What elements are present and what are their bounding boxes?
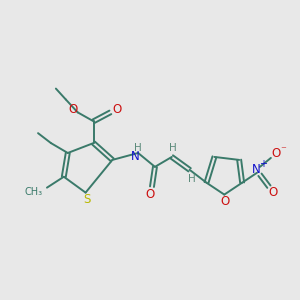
Text: N: N	[131, 150, 140, 164]
Text: N: N	[252, 163, 260, 176]
Text: H: H	[188, 174, 196, 184]
Text: O: O	[113, 103, 122, 116]
Text: +: +	[259, 159, 267, 169]
Text: H: H	[169, 143, 177, 153]
Text: O: O	[68, 103, 77, 116]
Text: O: O	[271, 148, 280, 160]
Text: S: S	[83, 193, 90, 206]
Text: H: H	[134, 143, 142, 153]
Text: O: O	[146, 188, 154, 201]
Text: CH₃: CH₃	[25, 187, 43, 196]
Text: O: O	[221, 195, 230, 208]
Text: O: O	[268, 186, 278, 199]
Text: ⁻: ⁻	[280, 145, 286, 155]
